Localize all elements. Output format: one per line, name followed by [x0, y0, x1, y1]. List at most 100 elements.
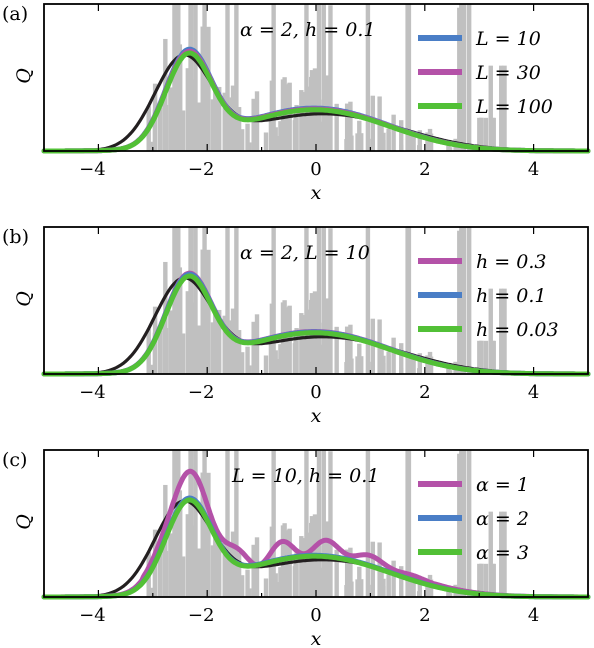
histogram-bar [278, 567, 283, 597]
histogram-bar [399, 590, 404, 597]
legend: h = 0.3 h = 0.1 h = 0.03 [418, 251, 559, 341]
histogram-bar [466, 227, 472, 374]
histogram-bar [180, 556, 186, 597]
histogram-bar [416, 145, 422, 151]
histogram-bar [210, 322, 216, 374]
histogram-bar [417, 353, 423, 374]
x-tick-label: −2 [188, 382, 215, 403]
histogram-bar [488, 65, 493, 151]
histogram-bar [408, 354, 413, 374]
histogram-bar [447, 147, 453, 151]
histogram-bar [321, 4, 326, 151]
histogram-bar [271, 4, 276, 151]
histogram-bar [348, 547, 353, 597]
histogram-bar [366, 361, 371, 374]
histogram-bar [446, 142, 451, 151]
histogram-bar [366, 584, 371, 597]
histogram-bar [502, 65, 507, 151]
histogram-bar [399, 144, 404, 151]
histogram-bar [391, 337, 396, 374]
x-tick-label: 4 [528, 382, 539, 403]
histogram-bar [386, 351, 391, 374]
histogram-bar [293, 559, 299, 597]
histogram-bar [386, 128, 391, 151]
histogram-bar [193, 227, 198, 374]
histogram-bar [483, 340, 489, 374]
y-axis-label: Q [13, 291, 35, 307]
histogram-bar [417, 130, 423, 151]
x-tick-label: −4 [79, 605, 106, 626]
histogram-bar [490, 117, 495, 151]
histogram-bar [405, 227, 410, 374]
histogram-bar [408, 577, 413, 597]
y-axis-label: Q [13, 68, 35, 84]
histogram-bar [168, 533, 173, 597]
legend-label: L = 10 [475, 28, 541, 50]
histogram-bar [461, 4, 467, 151]
histogram-bar [307, 309, 312, 374]
legend-label: h = 0.3 [476, 251, 546, 273]
histogram-bar [425, 578, 430, 597]
histogram-bar [196, 548, 202, 597]
histogram-bar [163, 550, 169, 597]
histogram-bar [247, 365, 252, 374]
histogram-bar [231, 542, 236, 597]
histogram-bar [274, 358, 279, 374]
panel-annotation: α = 2, h = 0.1 [240, 19, 375, 41]
panel-3: −4 −2 0 2 4xQ(c)L = 10, h = 0.1 α = 1α = 2α =… [2, 449, 591, 648]
histogram-bar [217, 532, 222, 597]
histogram-bar [247, 588, 252, 597]
histogram-bar [425, 355, 430, 374]
histogram-bar [479, 340, 484, 374]
histogram-bar [488, 511, 493, 597]
histogram-bar [428, 579, 434, 597]
x-tick-label: 0 [310, 382, 321, 403]
histogram-bar [479, 117, 484, 151]
histogram-bar [185, 68, 191, 151]
histogram-bar [416, 368, 422, 374]
histogram-bar [177, 490, 183, 597]
histogram-bar [447, 593, 453, 597]
x-tick-label: 0 [310, 159, 321, 180]
y-axis-label: Q [13, 514, 35, 530]
histogram-bar [405, 450, 410, 597]
histogram-bar [457, 453, 462, 597]
x-tick-label: 4 [528, 159, 539, 180]
histogram-bar [251, 98, 256, 151]
histogram-bar [348, 101, 353, 151]
histogram-bar [488, 288, 493, 374]
histogram-bar [201, 280, 206, 374]
histogram-bar [348, 324, 353, 374]
histogram-bar [502, 511, 507, 597]
histogram-bar [201, 503, 206, 597]
histogram-bar [490, 340, 495, 374]
histogram-bar [370, 318, 376, 374]
histogram-bar [316, 227, 322, 374]
histogram-bar [466, 4, 472, 151]
histogram-bar [157, 330, 163, 374]
panel-label: (a) [2, 3, 28, 25]
histogram-bar [163, 327, 169, 374]
histogram-bar [239, 575, 245, 597]
histogram-bar [381, 355, 386, 374]
histogram-bar [365, 450, 371, 597]
x-tick-label: −4 [79, 159, 106, 180]
legend-label: h = 0.03 [476, 319, 559, 341]
histogram-bar [408, 131, 413, 151]
histogram-bar [461, 227, 467, 374]
histogram-bar [222, 315, 227, 374]
histogram-bar [483, 563, 489, 597]
histogram-bar [447, 370, 453, 374]
histogram-bar [245, 123, 250, 151]
histogram-bar [316, 4, 322, 151]
histogram-bar [193, 568, 198, 597]
histogram-bar [446, 365, 451, 374]
histogram-bar [231, 96, 236, 151]
histogram-bar [239, 352, 245, 374]
x-tick-label: −2 [188, 605, 215, 626]
panel-label: (c) [2, 449, 27, 471]
histogram-bar [271, 227, 276, 374]
histogram-bar [411, 356, 416, 374]
histogram-bar [381, 578, 386, 597]
histogram-bar [274, 135, 279, 151]
